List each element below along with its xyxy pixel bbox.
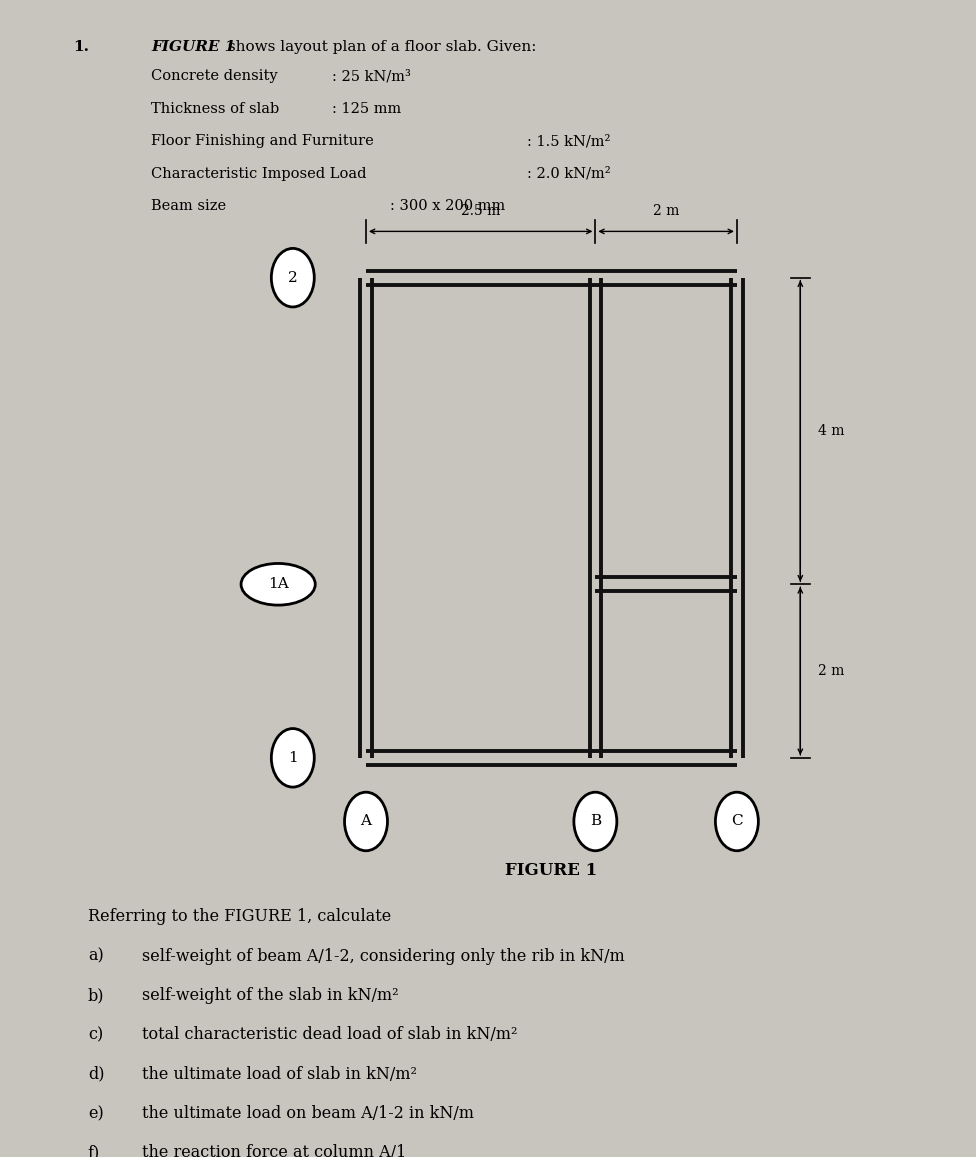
- Text: Concrete density: Concrete density: [151, 69, 278, 83]
- Ellipse shape: [271, 249, 314, 307]
- Text: : 1.5 kN/m²: : 1.5 kN/m²: [527, 134, 610, 148]
- Ellipse shape: [715, 793, 758, 850]
- Text: FIGURE 1: FIGURE 1: [506, 862, 597, 879]
- Ellipse shape: [271, 729, 314, 787]
- Text: 2: 2: [288, 271, 298, 285]
- Text: f): f): [88, 1144, 101, 1157]
- Text: b): b): [88, 987, 104, 1004]
- Text: d): d): [88, 1066, 104, 1083]
- Text: 4 m: 4 m: [818, 423, 844, 439]
- Text: c): c): [88, 1026, 103, 1044]
- Ellipse shape: [574, 793, 617, 850]
- Text: C: C: [731, 815, 743, 828]
- Text: : 125 mm: : 125 mm: [332, 102, 401, 116]
- Text: A: A: [360, 815, 372, 828]
- Text: total characteristic dead load of slab in kN/m²: total characteristic dead load of slab i…: [142, 1026, 517, 1044]
- Text: self-weight of beam A/1-2, considering only the rib in kN/m: self-weight of beam A/1-2, considering o…: [142, 948, 625, 965]
- Text: 1: 1: [288, 751, 298, 765]
- Text: 2 m: 2 m: [818, 664, 844, 678]
- Text: Characteristic Imposed Load: Characteristic Imposed Load: [151, 167, 367, 180]
- Text: Beam size: Beam size: [151, 199, 226, 213]
- Text: B: B: [590, 815, 601, 828]
- Text: Thickness of slab: Thickness of slab: [151, 102, 279, 116]
- Text: e): e): [88, 1105, 103, 1122]
- Text: : 2.0 kN/m²: : 2.0 kN/m²: [527, 167, 611, 180]
- Text: shows layout plan of a floor slab. Given:: shows layout plan of a floor slab. Given…: [223, 40, 536, 54]
- Text: the ultimate load of slab in kN/m²: the ultimate load of slab in kN/m²: [142, 1066, 417, 1083]
- Text: FIGURE 1: FIGURE 1: [151, 40, 235, 54]
- Text: the reaction force at column A/1: the reaction force at column A/1: [142, 1144, 406, 1157]
- Ellipse shape: [345, 793, 387, 850]
- Text: the ultimate load on beam A/1-2 in kN/m: the ultimate load on beam A/1-2 in kN/m: [142, 1105, 473, 1122]
- Text: Floor Finishing and Furniture: Floor Finishing and Furniture: [151, 134, 374, 148]
- Text: a): a): [88, 948, 103, 965]
- Ellipse shape: [241, 563, 315, 605]
- Text: 2 m: 2 m: [653, 204, 679, 218]
- Text: 1.: 1.: [73, 40, 89, 54]
- Text: 2.5 m: 2.5 m: [461, 204, 501, 218]
- Text: : 25 kN/m³: : 25 kN/m³: [332, 69, 411, 83]
- Text: 1A: 1A: [267, 577, 289, 591]
- Text: : 300 x 200 mm: : 300 x 200 mm: [390, 199, 506, 213]
- Text: Referring to the FIGURE 1, calculate: Referring to the FIGURE 1, calculate: [88, 908, 391, 926]
- Text: self-weight of the slab in kN/m²: self-weight of the slab in kN/m²: [142, 987, 398, 1004]
